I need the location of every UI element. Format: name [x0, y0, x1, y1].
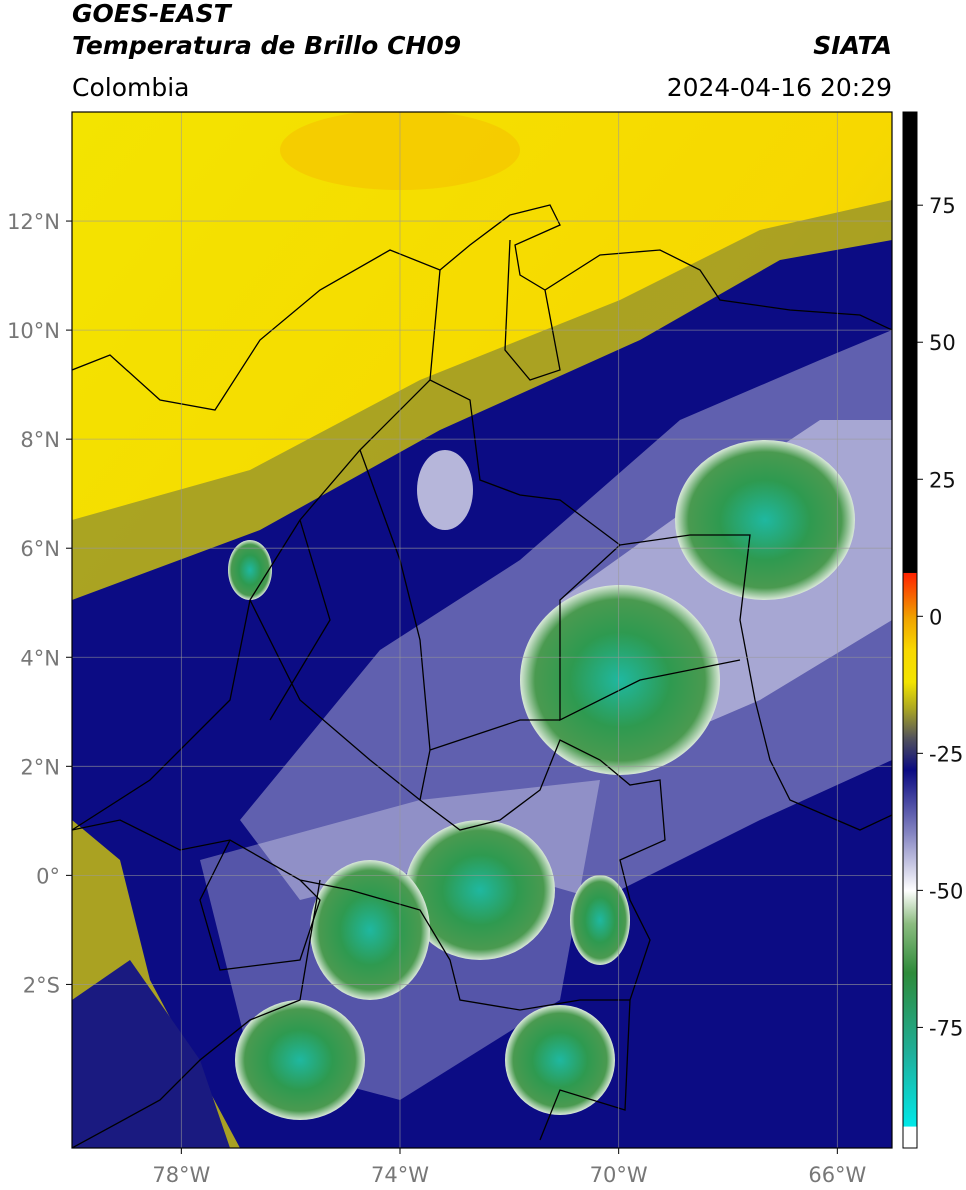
map-image [72, 112, 892, 1148]
colorbar-segment [903, 572, 917, 617]
datetime: 2024-04-16 20:29 [667, 73, 892, 102]
y-tick-label: 2°S [23, 973, 60, 997]
x-tick-label: 70°W [590, 1163, 648, 1187]
colorbar-segment [903, 649, 917, 683]
colorbar-segment [903, 112, 917, 573]
y-tick-label: 0° [36, 864, 60, 888]
grid [72, 112, 892, 1148]
colorbar-segment [903, 835, 917, 891]
region: Colombia [72, 73, 189, 102]
y-tick-label: 2°N [20, 755, 60, 779]
x-tick-label: 78°W [152, 1163, 210, 1187]
colorbar-tick-label: -50 [929, 879, 963, 903]
y-tick-label: 10°N [7, 319, 60, 343]
colorbar-segment [903, 923, 917, 974]
colorbar-tick-label: -25 [929, 742, 963, 766]
y-tick-label: 8°N [20, 428, 60, 452]
colorbar-frame [902, 111, 918, 1149]
colorbar-segment [903, 1054, 917, 1127]
colorbar-segment [903, 890, 917, 924]
y-tick-label: 12°N [7, 210, 60, 234]
colorbar-tick-label: 0 [929, 605, 942, 629]
colorbar-tick-label: 25 [929, 468, 956, 492]
colorbar-segment [903, 972, 917, 1056]
y-tick-label: 6°N [20, 537, 60, 561]
colorbar: 75 50 25 0 -25 -50 -75 [902, 111, 963, 1149]
colorbar-tick-label: 75 [929, 194, 956, 218]
colorbar-segment [903, 616, 917, 650]
colorbar-segment [903, 682, 917, 710]
colorbar-segment [903, 1126, 917, 1149]
source: GOES-EAST [72, 0, 233, 28]
x-tick-label: 74°W [371, 1163, 429, 1187]
title: Temperatura de Brillo CH09 [72, 31, 461, 60]
colorbar-tick-label: 50 [929, 331, 956, 355]
colorbar-segment [903, 769, 917, 837]
agency: SIATA [813, 31, 892, 60]
colorbar-tick-label: -75 [929, 1016, 963, 1040]
colorbar-segment [903, 736, 917, 771]
x-tick-label: 66°W [808, 1163, 866, 1187]
colorbar-segment [903, 709, 917, 738]
map-frame [71, 111, 893, 1149]
y-tick-label: 4°N [20, 646, 60, 670]
